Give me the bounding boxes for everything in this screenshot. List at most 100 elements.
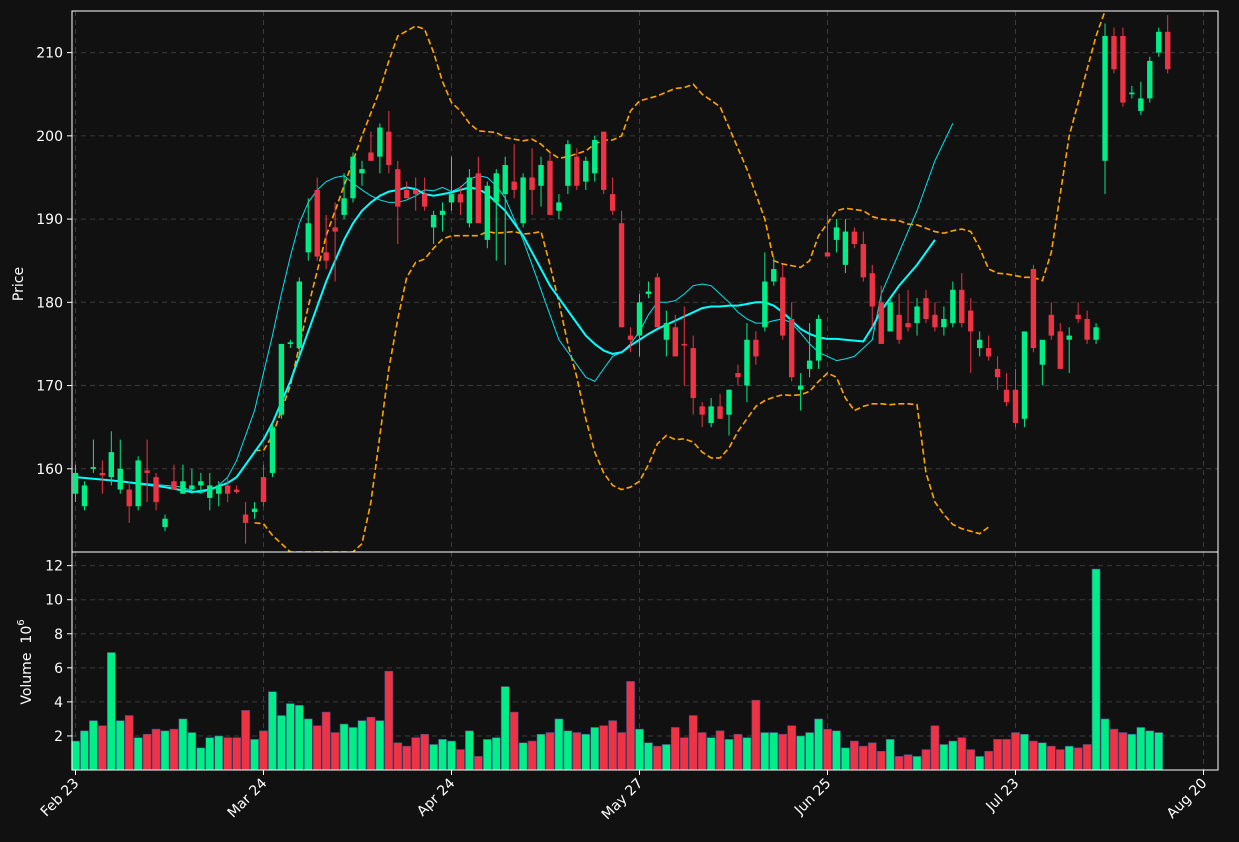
volume-bar — [98, 725, 107, 771]
volume-axis-exponent-base: 10 — [19, 626, 35, 644]
candle-body — [260, 477, 267, 503]
volume-bar — [223, 737, 233, 771]
volume-bar — [733, 733, 743, 771]
candle-body — [950, 289, 956, 324]
candles — [72, 15, 1171, 544]
candle — [225, 477, 231, 503]
candle — [753, 331, 759, 365]
candle-body — [144, 470, 150, 473]
volume-bar — [939, 744, 949, 771]
candle-body — [896, 314, 902, 340]
candle-body — [565, 144, 571, 186]
candle — [341, 173, 347, 220]
candle-body — [771, 269, 777, 282]
volume-bar — [465, 730, 474, 771]
volume-bar — [554, 718, 564, 771]
volume-bar — [823, 728, 832, 771]
candle-body — [744, 339, 750, 386]
candle — [744, 323, 750, 403]
candle-body — [708, 406, 714, 423]
moving-average-fast-line — [75, 123, 954, 494]
volume-bar — [751, 699, 761, 771]
volume-bar — [232, 737, 241, 771]
volume-bar — [1073, 747, 1083, 771]
candle — [466, 169, 473, 228]
volume-bar — [858, 745, 868, 771]
price-tick-label: 210 — [36, 46, 63, 62]
candle — [251, 502, 258, 519]
volume-bar — [670, 727, 680, 771]
candle — [681, 306, 687, 386]
volume-bar — [303, 718, 313, 771]
candle — [269, 422, 276, 478]
volume-axis-exponent-power: 6 — [16, 619, 27, 625]
candle — [950, 281, 956, 328]
candle — [797, 373, 804, 411]
candle-body — [1066, 335, 1072, 340]
volume-tick-label: 2 — [54, 729, 63, 745]
candle — [699, 402, 705, 428]
candle — [108, 431, 114, 486]
volume-bar — [876, 750, 886, 771]
candle-body — [1021, 331, 1028, 419]
candle — [99, 460, 106, 494]
volume-bar — [805, 732, 814, 771]
candle — [941, 306, 947, 336]
candle — [162, 514, 168, 532]
candle — [1030, 264, 1037, 353]
candle — [708, 398, 714, 428]
candle — [806, 323, 813, 378]
candle — [1156, 27, 1162, 57]
candle-body — [296, 281, 302, 349]
candle — [287, 339, 294, 349]
volume-bar — [178, 718, 188, 771]
candle — [1057, 323, 1063, 369]
candle — [672, 314, 678, 357]
candle — [233, 485, 240, 494]
candle-body — [690, 348, 696, 399]
volume-bar — [1136, 727, 1146, 771]
candle — [771, 256, 777, 286]
candle-body — [386, 131, 392, 165]
candle-body — [520, 177, 526, 224]
price-tick-label: 180 — [36, 295, 63, 311]
candle-body — [502, 164, 508, 195]
candle-body — [681, 343, 687, 346]
candle — [386, 110, 392, 174]
candle — [645, 281, 652, 299]
candle-body — [359, 169, 365, 174]
candle-body — [72, 472, 79, 494]
candle-body — [824, 252, 831, 257]
candle — [511, 144, 517, 199]
candle — [977, 331, 983, 357]
candle — [556, 194, 562, 220]
candle — [592, 135, 598, 182]
candle — [529, 148, 535, 215]
bollinger-upper-line — [254, 11, 1106, 452]
volume-bar — [796, 735, 805, 771]
candle-body — [269, 427, 276, 473]
candle-body — [242, 514, 249, 523]
volume-bar — [124, 715, 134, 771]
candle-body — [672, 327, 678, 357]
candle-body — [663, 323, 670, 340]
volume-bar — [286, 703, 295, 771]
candle — [368, 131, 374, 161]
candle-body — [699, 406, 705, 415]
candle — [90, 439, 97, 473]
volume-tick-label: 8 — [54, 627, 63, 643]
candle — [180, 464, 186, 494]
volume-bar — [375, 720, 385, 771]
volume-bar — [778, 733, 788, 771]
volume-bar — [850, 740, 859, 771]
candle — [842, 219, 849, 274]
candle — [815, 314, 822, 369]
candle-body — [842, 231, 849, 265]
candle-body — [198, 481, 204, 486]
volume-bar — [697, 732, 707, 771]
candle — [636, 293, 643, 357]
volume-bar — [1038, 742, 1047, 771]
volume-bar — [187, 732, 197, 771]
volume-bar — [1020, 733, 1029, 771]
